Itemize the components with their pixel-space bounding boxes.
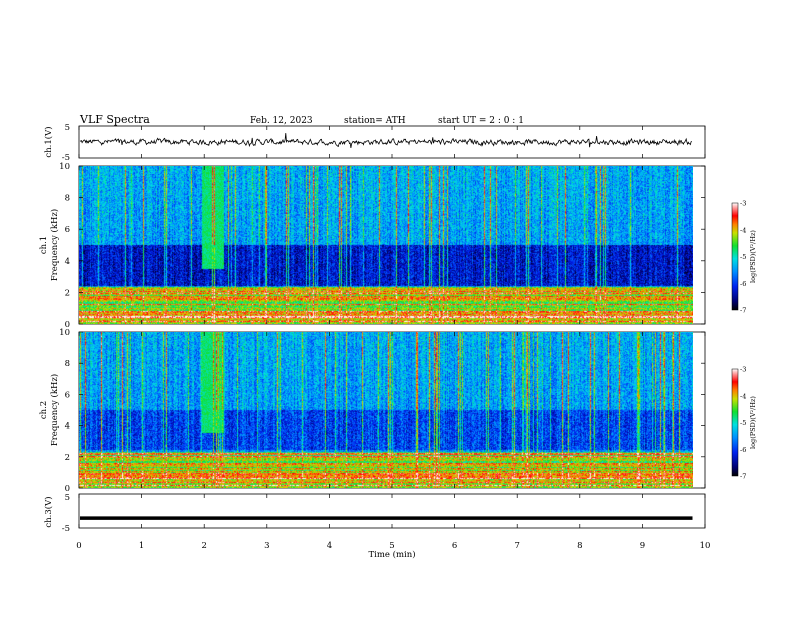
figure-title: VLF Spectra <box>79 113 150 126</box>
station-label: station= ATH <box>344 116 406 126</box>
time-tick-8: 8 <box>577 541 582 551</box>
ch2-yticks-label-5: 10 <box>59 328 70 338</box>
time-tick-6: 6 <box>452 541 457 551</box>
ch1-waveform-line <box>79 133 693 148</box>
time-axis-ticks: 0 1 2 3 4 5 6 7 8 9 10 <box>76 126 710 551</box>
cb1-label: log(PSD)(V²/Hz) <box>749 230 757 283</box>
ch2-yticks-label-2: 4 <box>65 422 70 432</box>
cb2-tick-2: -5 <box>740 419 746 427</box>
ch1-spectrogram-heatmap <box>79 166 693 324</box>
ch3-ytick-bottom: -5 <box>62 524 70 534</box>
ch2-yticks-label-4: 8 <box>65 359 70 369</box>
cb2-tick-3: -6 <box>740 446 746 454</box>
ch1-yticks-label-1: 2 <box>65 288 70 298</box>
cb1-tick-3: -6 <box>740 280 746 288</box>
ch2-spectrogram-yticks: 0 2 4 6 8 10 <box>59 328 705 494</box>
time-tick-0: 0 <box>76 541 81 551</box>
cb1-tick-4: -7 <box>740 307 746 315</box>
ch2-yticks-label-3: 6 <box>65 390 70 400</box>
time-tick-9: 9 <box>640 541 645 551</box>
ch2-spectrogram-ylabel-frequency: Frequency (kHz) <box>49 374 60 446</box>
ch1-yticks-label-5: 10 <box>59 162 70 172</box>
start-ut-label: start UT = 2 : 0 : 1 <box>438 116 524 126</box>
ch1-waveform-panel: 5 -5 ch.1(V) <box>43 123 706 163</box>
ch1-yticks-label-0: 0 <box>65 320 70 330</box>
ch3-waveform-panel: 5 -5 ch.3(V) <box>43 493 706 534</box>
time-tick-2: 2 <box>201 541 206 551</box>
ch3-waveform-ylabel: ch.3(V) <box>43 496 54 527</box>
ch1-spectrogram-ylabel-frequency: Frequency (kHz) <box>49 209 60 281</box>
ch3-ytick-top: 5 <box>65 493 70 503</box>
time-axis-label: Time (min) <box>368 549 415 560</box>
time-tick-10: 10 <box>700 541 711 551</box>
cb1-scale <box>731 202 739 311</box>
ch1-spectrogram-ylabel-channel: ch.1 <box>39 236 49 254</box>
ch1-yticks-label-3: 6 <box>65 225 70 235</box>
ch2-spectrogram-panel: 0 2 4 6 8 10 ch.2 Frequency (kHz) -3 -4 -5 -6 -7 l… <box>39 328 757 494</box>
ch1-spectrogram-yticks: 0 2 4 6 8 10 <box>59 162 705 330</box>
cb2-tick-1: -4 <box>740 392 746 400</box>
ch1-spectrogram-panel: 0 2 4 6 8 10 ch.1 Frequency (kHz) -3 -4 -5 -6 -7 l… <box>39 162 757 330</box>
cb2-tick-4: -7 <box>740 473 746 481</box>
ch1-yticks-label-2: 4 <box>65 257 70 267</box>
cb1-tick-2: -5 <box>740 253 746 261</box>
cb2-scale <box>731 368 739 477</box>
ch1-colorbar: -3 -4 -5 -6 -7 log(PSD)(V²/Hz) <box>731 200 757 315</box>
ch1-waveform-ylabel: ch.1(V) <box>43 126 54 157</box>
cb1-tick-0: -3 <box>740 200 746 208</box>
time-tick-4: 4 <box>327 541 332 551</box>
cb2-tick-0: -3 <box>740 366 746 374</box>
ch2-yticks-label-1: 2 <box>65 453 70 463</box>
ch2-colorbar: -3 -4 -5 -6 -7 log(PSD)(V²/Hz) <box>731 366 757 481</box>
ch1-waveform-frame <box>78 125 706 159</box>
ch1-yticks-label-4: 8 <box>65 194 70 204</box>
time-tick-3: 3 <box>264 541 269 551</box>
time-tick-5: 5 <box>389 541 394 551</box>
ch2-yticks-label-0: 0 <box>65 484 70 494</box>
ch2-spectrogram-ylabel-channel: ch.2 <box>39 401 49 419</box>
time-tick-7: 7 <box>514 541 519 551</box>
cb2-label: log(PSD)(V²/Hz) <box>749 396 757 449</box>
time-tick-1: 1 <box>139 541 144 551</box>
cb1-tick-1: -4 <box>740 226 746 234</box>
ch3-waveform-frame <box>78 493 706 529</box>
date-label: Feb. 12, 2023 <box>250 116 313 126</box>
ch2-spectrogram-heatmap <box>79 332 693 488</box>
ch1-ytick-top: 5 <box>65 123 70 133</box>
ch1-ytick-bottom: -5 <box>62 153 70 163</box>
